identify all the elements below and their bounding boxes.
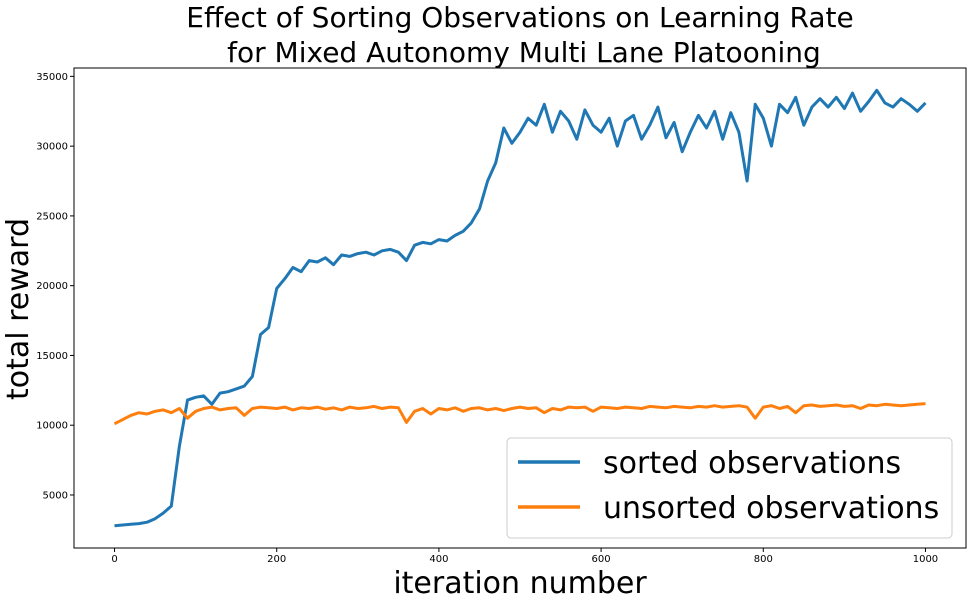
x-axis: 0 200 400 600 800 1000 [111,548,938,565]
y-tick-label: 10000 [36,421,68,432]
y-tick-label: 25000 [36,211,68,222]
x-tick-label: 1000 [913,554,938,565]
y-tick-label: 5000 [43,490,68,501]
y-tick-label: 35000 [36,72,68,83]
x-tick-label: 400 [429,554,448,565]
y-tick-label: 20000 [36,281,68,292]
y-axis: 5000 10000 15000 20000 25000 30000 35000 [36,72,74,501]
chart-title-line-1: Effect of Sorting Observations on Learni… [186,1,853,34]
y-tick-label: 15000 [36,351,68,362]
x-tick-label: 600 [592,554,611,565]
x-tick-label: 200 [267,554,286,565]
x-tick-label: 0 [111,554,117,565]
legend-box [506,437,953,539]
series-line-unsorted [113,402,926,426]
y-tick-label: 30000 [36,142,68,153]
legend: sorted observations unsorted observation… [506,437,953,539]
series-lines [113,88,927,528]
legend-label-sorted: sorted observations [603,446,901,481]
x-axis-label: iteration number [393,566,647,600]
series-line-sorted [114,88,927,528]
chart-title-line-2: for Mixed Autonomy Multi Lane Platooning [227,36,821,69]
plot-area-frame [73,67,967,549]
x-tick-label: 800 [754,554,773,565]
legend-label-unsorted: unsorted observations [603,491,939,526]
y-axis-label: total reward [1,218,36,400]
